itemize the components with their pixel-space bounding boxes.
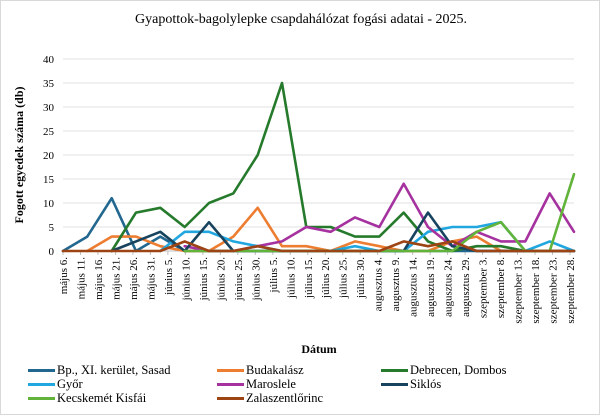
y-tick-label: 35 [43, 78, 55, 90]
x-tick-label: május 11. [75, 257, 87, 300]
legend-line-icon [381, 383, 408, 386]
legend-line-icon [217, 397, 244, 400]
legend-item: Kecskemét Kisfái [28, 391, 146, 406]
x-tick-label: július 30. [355, 257, 367, 299]
x-tick-label: június 25. [233, 257, 245, 302]
x-tick-label: július 20. [320, 257, 332, 299]
x-tick-label: augusztus 14. [408, 257, 420, 317]
chart-title: Gyapottok-bagolylepke csapdahálózat fogá… [135, 12, 467, 27]
y-tick-label: 20 [43, 150, 55, 162]
x-tick-label: szeptember 3. [478, 257, 490, 318]
y-tick-label: 40 [43, 54, 55, 66]
legend-line-icon [217, 369, 244, 372]
x-tick-label: augusztus 29. [460, 257, 472, 317]
series-line-3 [110, 81, 527, 253]
legend-line-icon [28, 369, 55, 372]
x-tick-label: július 25. [338, 257, 350, 299]
y-tick-label: 30 [43, 102, 55, 114]
legend-label: Kecskemét Kisfái [57, 391, 147, 405]
x-tick-label: május 6. [58, 257, 70, 295]
series-line-8 [61, 240, 576, 253]
y-tick-label: 15 [43, 174, 55, 186]
x-tick-label: július 15. [303, 257, 315, 299]
x-tick-label: május 16. [93, 257, 105, 300]
x-tick-label: szeptember 23. [548, 257, 560, 324]
x-tick-label: augusztus 4. [373, 257, 385, 312]
y-tick-label: 25 [43, 126, 55, 138]
legend-item: Zalaszentlőrinc [217, 391, 323, 406]
x-tick-label: május 26. [128, 257, 140, 300]
x-tick-label: július 10. [285, 257, 297, 299]
legend-item: Debrecen, Dombos [381, 363, 507, 378]
x-tick-label: augusztus 24. [443, 257, 455, 317]
x-tick-label: július 5. [268, 257, 280, 294]
legend-item: Győr [28, 377, 83, 392]
legend-label: Budakalász [246, 363, 304, 377]
x-tick-label: május 31. [145, 257, 157, 300]
legend-line-icon [28, 383, 55, 386]
legend-line-icon [381, 369, 408, 372]
y-axis-title: Fogott egyedek száma (db) [12, 87, 26, 224]
legend-label: Maroslele [246, 377, 296, 391]
x-tick-label: szeptember 18. [530, 257, 542, 324]
legend-item: Bp., XI. kerület, Sasad [28, 363, 171, 378]
legend-label: Győr [57, 377, 83, 391]
legend-item: Siklós [381, 377, 441, 392]
x-tick-label: szeptember 8. [495, 257, 507, 318]
x-tick-label: június 15. [198, 257, 210, 302]
y-tick-label: 10 [43, 198, 55, 210]
legend-line-icon [28, 397, 55, 400]
legend-label: Siklós [410, 377, 442, 391]
legend-label: Zalaszentlőrinc [246, 391, 324, 405]
x-tick-label: június 5. [163, 257, 175, 296]
y-tick-labels: 0 5 10 15 20 25 30 35 40 [43, 54, 55, 258]
gridlines [63, 58, 574, 252]
x-tick-label: szeptember 28. [565, 257, 577, 324]
legend-item: Maroslele [217, 377, 296, 392]
x-tick-label: augusztus 19. [425, 257, 437, 317]
series-line-2 [86, 206, 576, 253]
x-tick-label: június 20. [215, 257, 227, 302]
x-tick-label: június 30. [250, 257, 262, 302]
x-tick-label: május 21. [110, 257, 122, 300]
legend-item: Budakalász [217, 363, 304, 378]
x-axis-title: Dátum [301, 342, 336, 356]
x-tick-labels: május 6. május 11. május 16. május 21. május… [58, 251, 577, 324]
series-lines [61, 81, 576, 253]
series-line-7 [183, 172, 576, 253]
legend-line-icon [217, 383, 244, 386]
x-tick-label: augusztus 9. [390, 257, 402, 312]
y-tick-label: 5 [49, 222, 55, 234]
x-tick-label: június 10. [180, 257, 192, 302]
x-tick-label: szeptember 13. [513, 257, 525, 324]
y-tick-label: 0 [49, 246, 55, 258]
legend-label: Debrecen, Dombos [410, 363, 507, 377]
legend-label: Bp., XI. kerület, Sasad [57, 363, 171, 377]
